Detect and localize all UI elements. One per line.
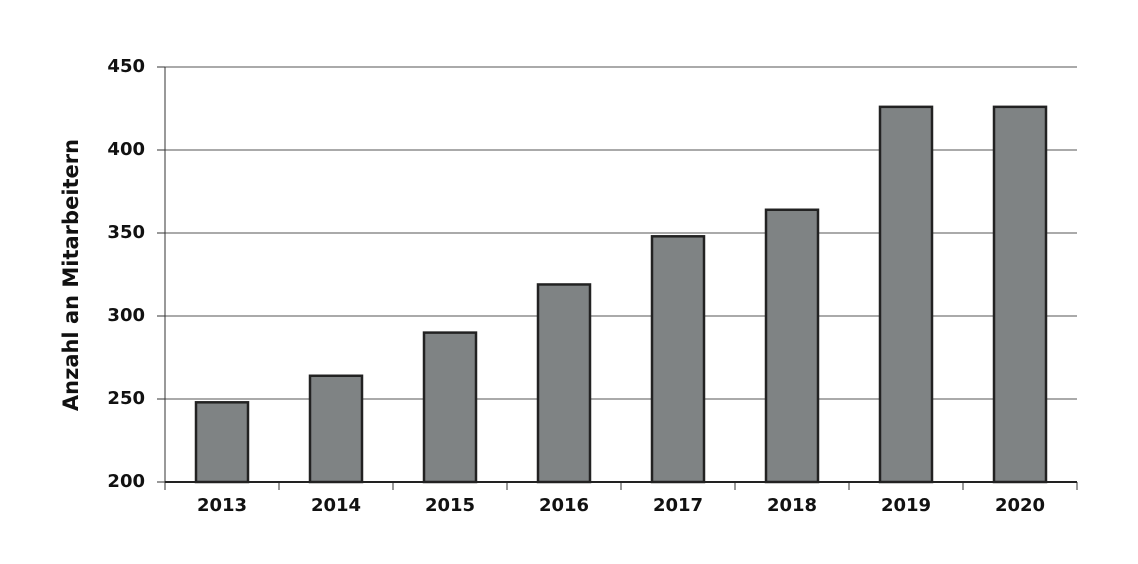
- x-tick-label: 2019: [881, 495, 931, 516]
- x-tick-label: 2018: [767, 495, 817, 516]
- bar: [422, 331, 478, 484]
- bar: [194, 401, 250, 484]
- y-tick-label: 300: [107, 305, 145, 326]
- y-tick-label: 400: [107, 139, 145, 160]
- x-tick-label: 2015: [425, 495, 475, 516]
- y-tick-label: 200: [107, 471, 145, 492]
- y-tick-label: 350: [107, 222, 145, 243]
- bar: [308, 374, 364, 484]
- x-tick-label: 2014: [311, 495, 361, 516]
- x-tick-label: 2016: [539, 495, 589, 516]
- x-tick-label: 2013: [197, 495, 247, 516]
- bar: [536, 283, 592, 484]
- bar: [992, 105, 1048, 484]
- bar: [650, 235, 706, 484]
- y-axis-label: Anzahl an Mitarbeitern: [59, 139, 83, 411]
- x-tick-label: 2020: [995, 495, 1045, 516]
- x-tick-label: 2017: [653, 495, 703, 516]
- bar: [764, 208, 820, 484]
- bar: [878, 105, 934, 484]
- y-tick-label: 250: [107, 388, 145, 409]
- y-tick-label: 450: [107, 56, 145, 77]
